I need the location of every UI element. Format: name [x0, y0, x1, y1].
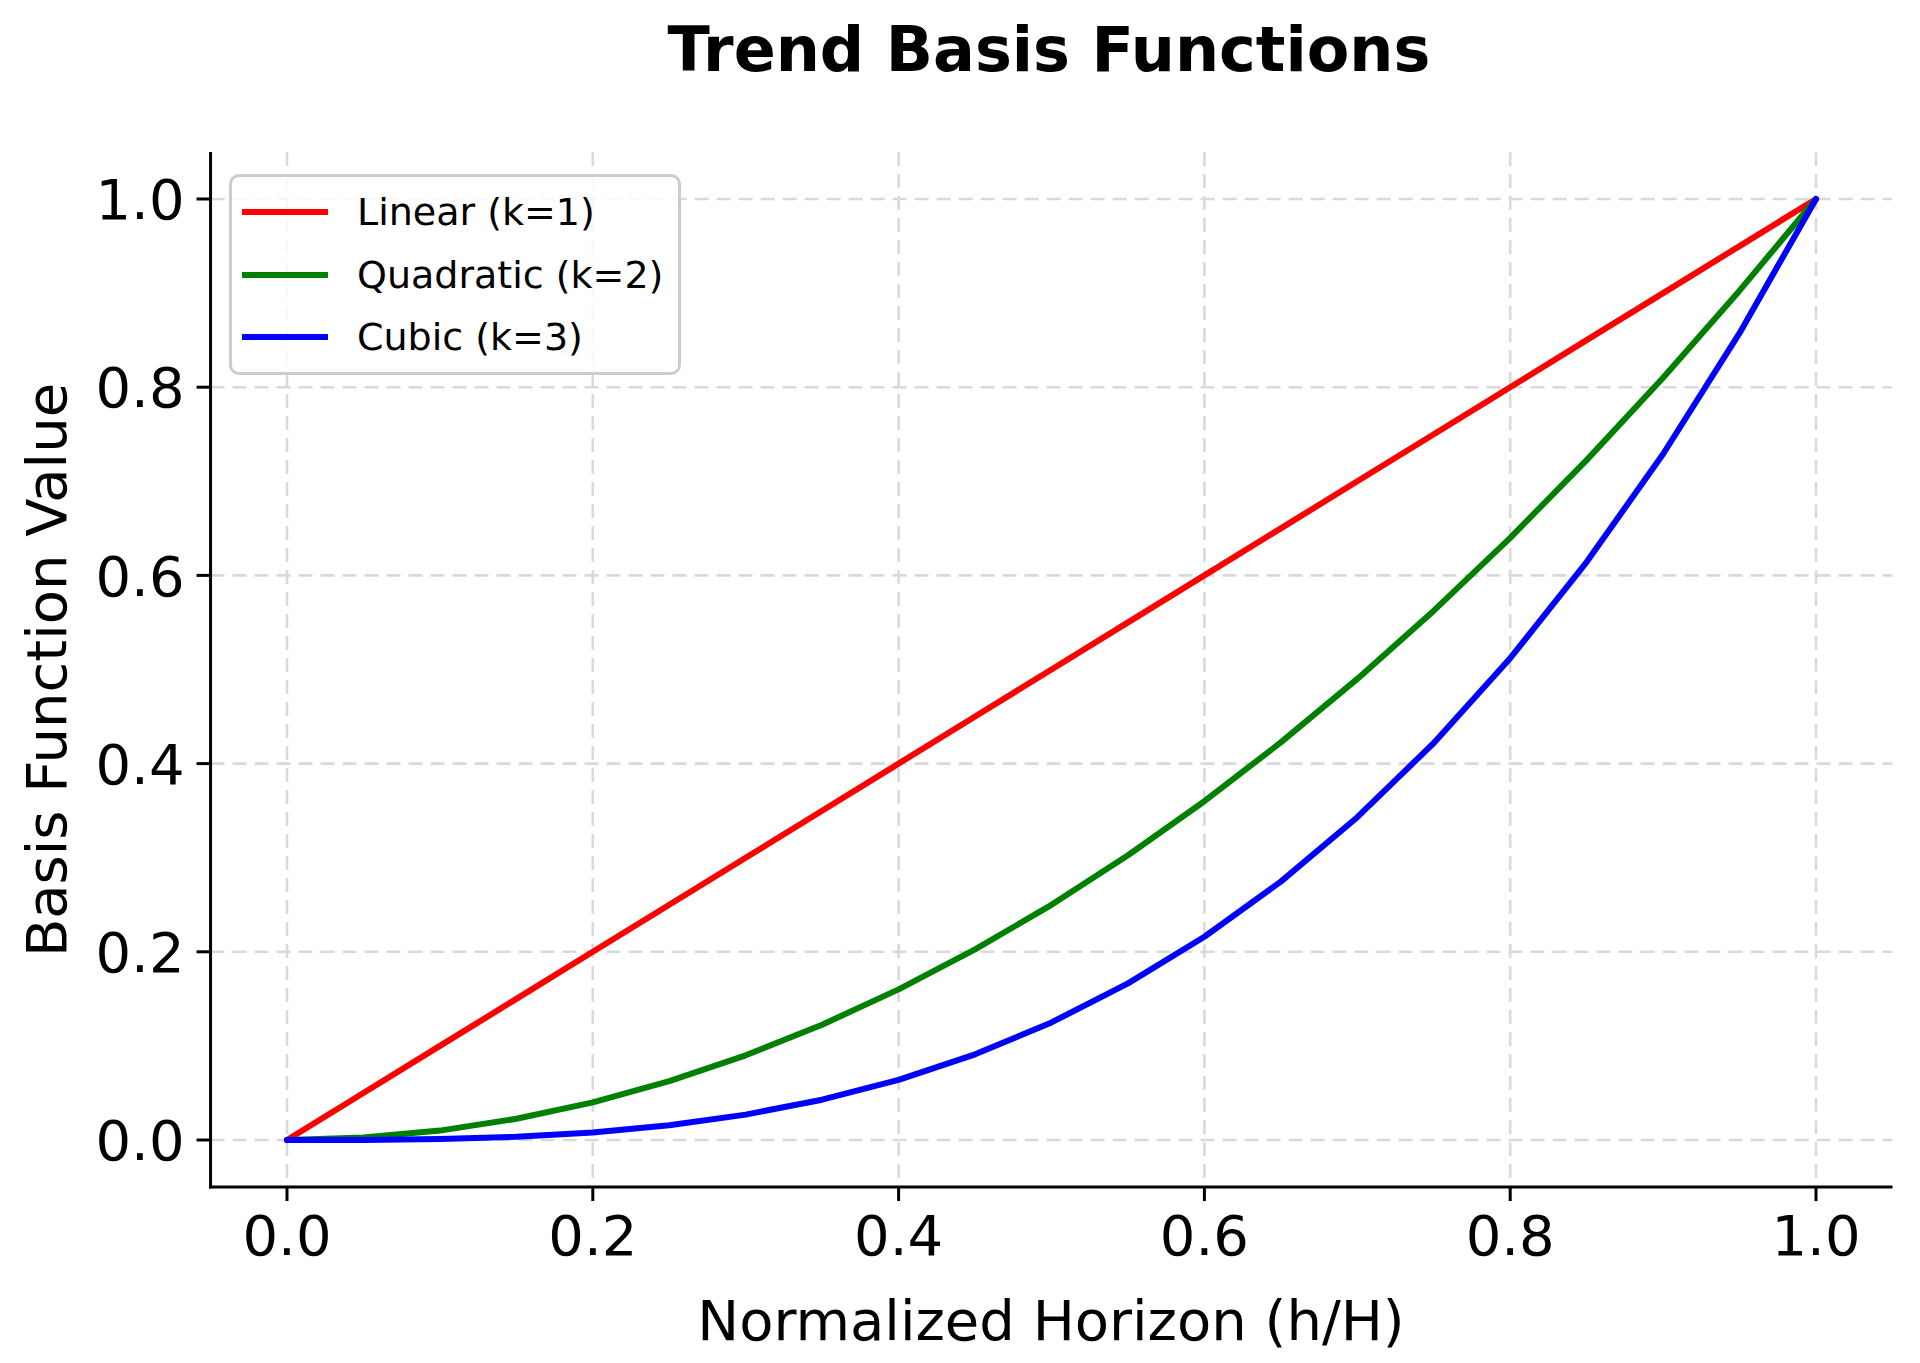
legend: Linear (k=1) Quadratic (k=2) Cubic (k=3) [229, 174, 681, 375]
y-tick-label-0: 0.0 [95, 1108, 184, 1173]
x-tick-label-1: 0.2 [548, 1203, 637, 1268]
y-axis-label: Basis Function Value [14, 383, 79, 957]
x-tick-label-3: 0.6 [1160, 1203, 1249, 1268]
y-tick-label-5: 1.0 [95, 167, 184, 232]
y-tick-label-4: 0.8 [95, 355, 184, 420]
legend-label-1: Quadratic (k=2) [357, 256, 663, 294]
x-tick-labels: 0.0 0.2 0.4 0.6 0.8 1.0 [242, 1203, 1860, 1268]
x-tick-label-5: 1.0 [1771, 1203, 1860, 1268]
legend-line-swatch-0 [242, 209, 328, 215]
legend-line-swatch-2 [242, 334, 328, 340]
x-tick-label-4: 0.8 [1466, 1203, 1555, 1268]
chart-title: Trend Basis Functions [668, 13, 1431, 86]
x-tick-label-2: 0.4 [854, 1203, 943, 1268]
legend-entry-0: Linear (k=1) [232, 183, 678, 241]
legend-entry-1: Quadratic (k=2) [232, 246, 678, 304]
y-tick-label-3: 0.6 [95, 544, 184, 609]
y-tick-label-2: 0.4 [95, 732, 184, 797]
legend-label-0: Linear (k=1) [357, 193, 595, 231]
x-tick-label-0: 0.0 [242, 1203, 331, 1268]
y-tick-label-1: 0.2 [95, 920, 184, 985]
x-axis-label: Normalized Horizon (h/H) [697, 1288, 1404, 1353]
legend-label-2: Cubic (k=3) [357, 318, 583, 356]
figure: 0.0 0.2 0.4 0.6 0.8 1.0 0.0 0.2 0.4 0.6 0.8 1.0 Tr… [0, 0, 1920, 1363]
legend-entry-2: Cubic (k=3) [232, 308, 678, 366]
legend-line-swatch-1 [242, 272, 328, 278]
y-tick-labels: 0.0 0.2 0.4 0.6 0.8 1.0 [95, 167, 184, 1173]
